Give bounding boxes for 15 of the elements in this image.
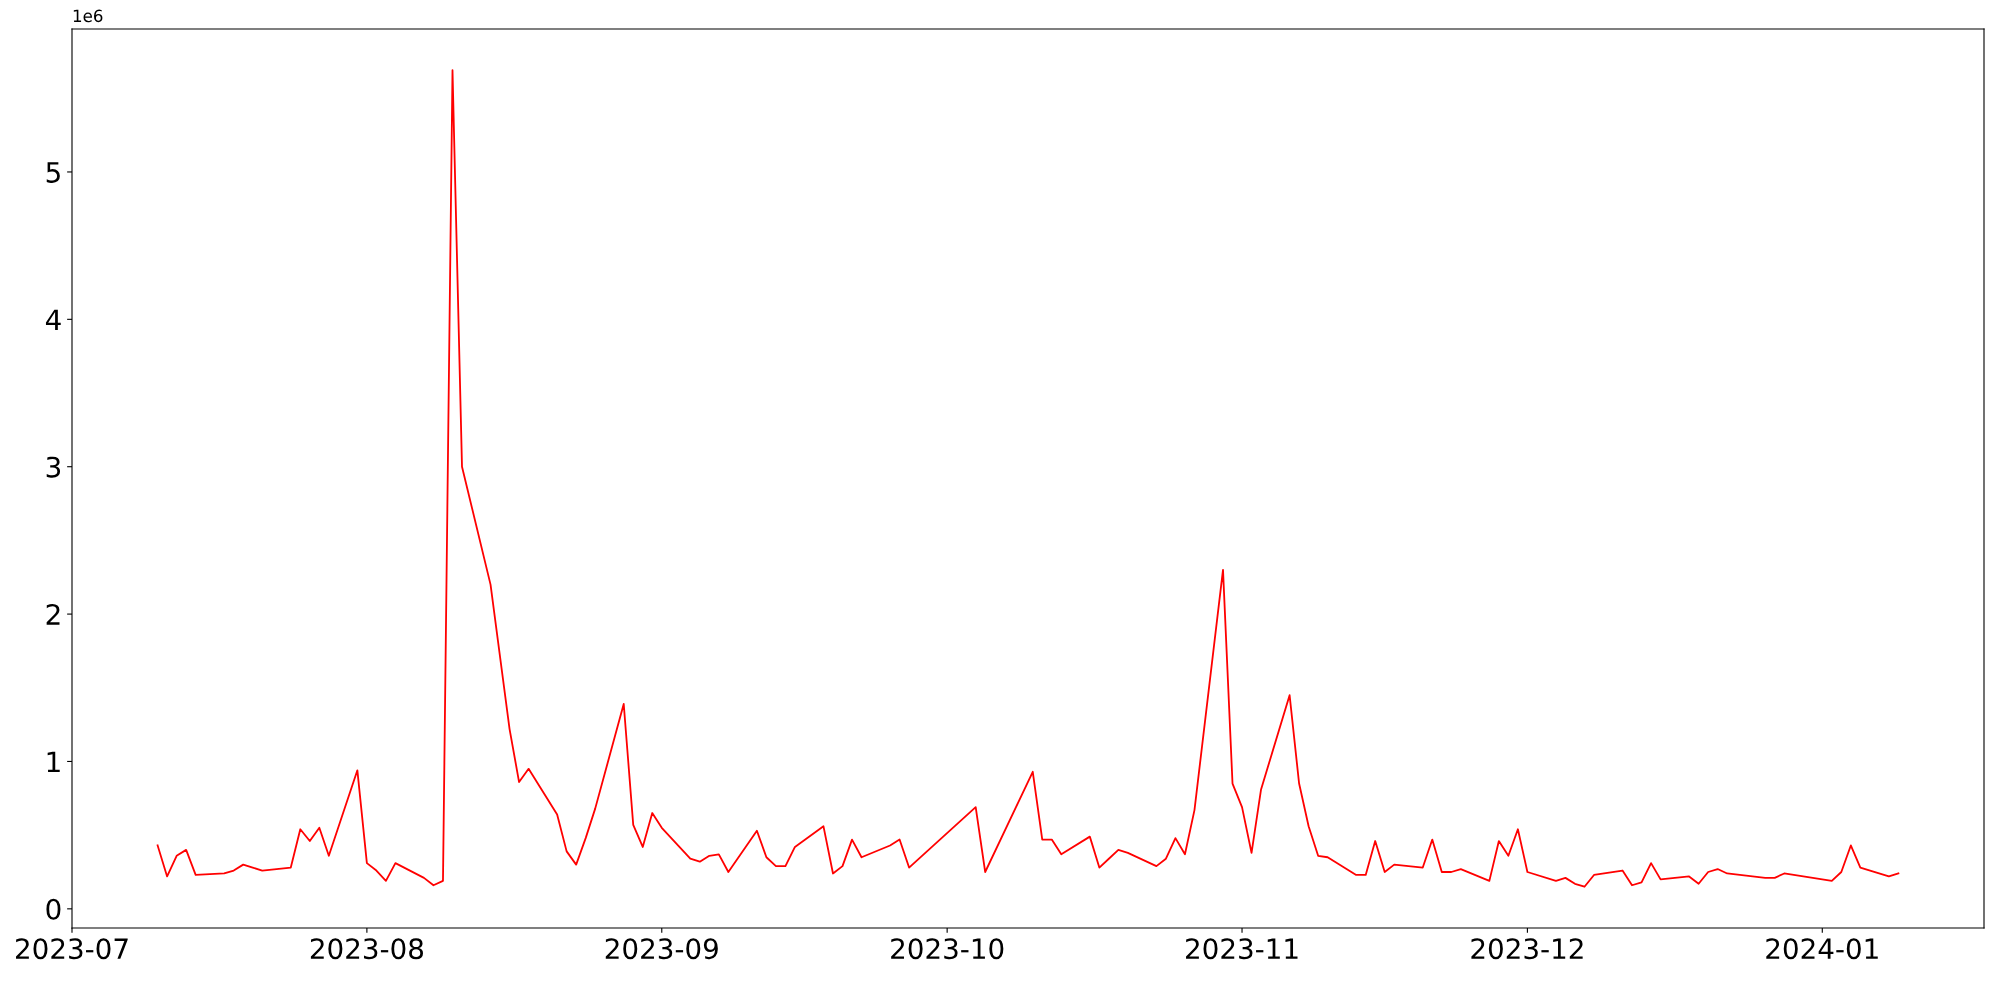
- y-tick-label: 5: [46, 162, 60, 183]
- x-tick-label: 2023-09: [605, 938, 718, 960]
- x-tick-label: 2023-12: [1471, 938, 1583, 960]
- x-tick-label: 2023-08: [310, 938, 424, 960]
- x-tick-label: 2023-07: [16, 938, 128, 960]
- y-tick-label: 1: [47, 751, 60, 773]
- y-tick-label: 4: [45, 309, 61, 330]
- y-tick-label: 0: [46, 898, 61, 920]
- text: 1e6: [73, 9, 103, 23]
- x-tick-label: 2024-01: [1766, 938, 1878, 960]
- y-tick-label: 3: [46, 456, 61, 478]
- x-tick-label: 2023-11: [1186, 938, 1298, 960]
- y-tick-label: 2: [46, 604, 60, 625]
- x-tick-label: 2023-10: [891, 938, 1004, 960]
- line-series: [156, 69, 1900, 888]
